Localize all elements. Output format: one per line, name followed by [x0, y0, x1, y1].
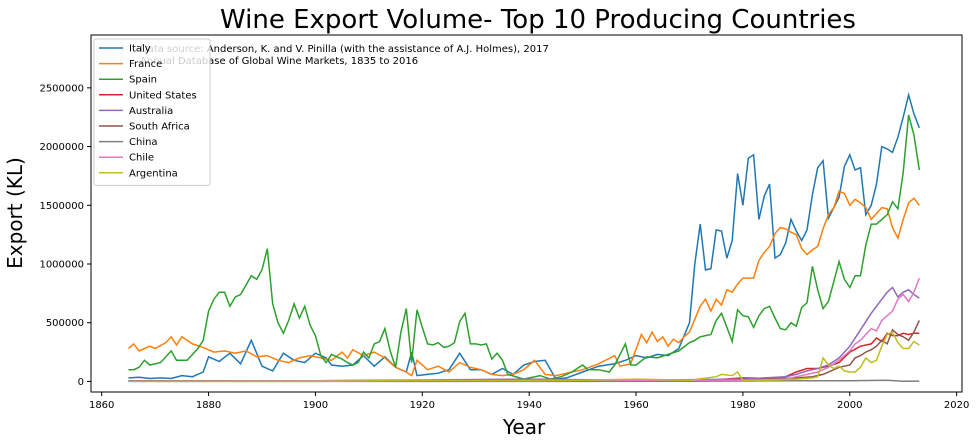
annotation-line-2: Annual Database of Global Wine Markets, …: [140, 56, 418, 67]
y-tick-label: 2500000: [39, 83, 84, 94]
data-source-annotation: Data source: Anderson, K. and V. Pinilla…: [140, 44, 549, 67]
x-tick-label: 2000: [837, 400, 862, 411]
legend-box: [93, 38, 211, 186]
series-line-spain: [128, 114, 921, 380]
x-tick-label: 1880: [196, 400, 221, 411]
legend-label: Spain: [129, 75, 157, 86]
x-tick-label: 1900: [303, 400, 328, 411]
y-axis-label: Export (KL): [3, 157, 27, 269]
series-line-france: [127, 190, 920, 377]
chart-legend: Italy France Spain United States Australia So…: [93, 38, 211, 186]
x-axis-ticks: 1860 1880 1900 1920 1940 1960 1980 2000 2020: [89, 392, 969, 411]
legend-label: Australia: [129, 106, 173, 117]
legend-label: Chile: [129, 153, 154, 164]
legend-label: France: [129, 59, 162, 70]
y-tick-label: 1500000: [39, 201, 84, 212]
series-lines: [127, 91, 921, 383]
legend-label: United States: [129, 90, 197, 101]
y-tick-label: 0: [78, 377, 84, 388]
x-tick-label: 1980: [730, 400, 755, 411]
x-axis-label: Year: [502, 415, 546, 439]
y-tick-label: 1000000: [39, 259, 84, 270]
y-tick-label: 2000000: [39, 142, 84, 153]
y-tick-label: 500000: [46, 318, 84, 329]
x-tick-label: 1860: [89, 400, 114, 411]
legend-label: Italy: [129, 44, 151, 55]
plot-area: [90, 34, 963, 393]
x-tick-label: 2020: [944, 400, 969, 411]
legend-label: South Africa: [129, 122, 190, 133]
series-line-argentina: [128, 331, 920, 383]
x-tick-label: 1920: [410, 400, 435, 411]
x-tick-label: 1960: [623, 400, 648, 411]
annotation-line-1: Data source: Anderson, K. and V. Pinilla…: [140, 44, 549, 55]
y-axis-ticks: 0 500000 1000000 1500000 2000000 2500000: [39, 83, 91, 388]
legend-label: China: [129, 137, 158, 148]
series-line-china: [128, 379, 920, 383]
chart-title: Wine Export Volume- Top 10 Producing Cou…: [220, 5, 856, 35]
legend-label: Argentina: [129, 168, 178, 179]
x-tick-label: 1940: [516, 400, 541, 411]
